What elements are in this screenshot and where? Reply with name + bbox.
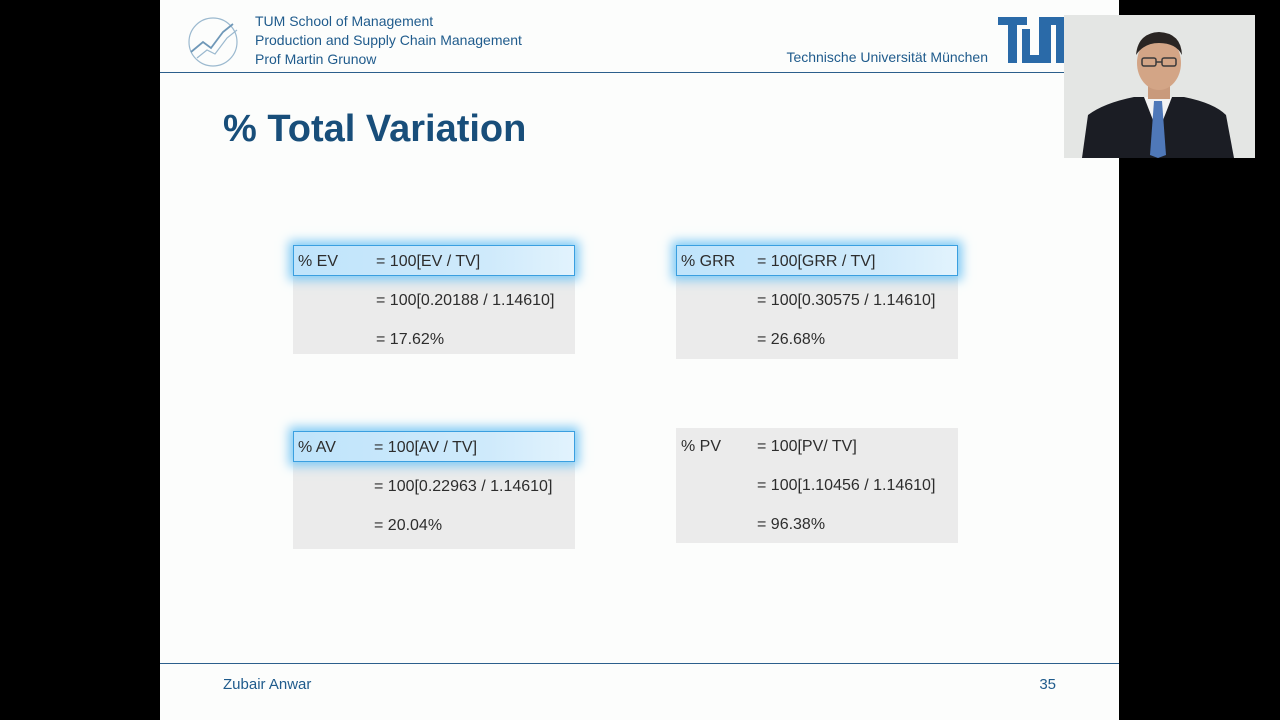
grr-highlight xyxy=(676,245,958,276)
presenter-name: Zubair Anwar xyxy=(223,676,312,693)
ev-panel: % EV = 100[EV / TV] = 100[0.20188 / 1.14… xyxy=(293,245,575,354)
tum-logo-icon xyxy=(998,17,1064,63)
lecture-slide: TUM School of Management Production and … xyxy=(160,0,1119,720)
av-substitution: = 100[0.22963 / 1.14610] xyxy=(374,478,553,495)
presenter-video-icon xyxy=(1064,15,1255,158)
av-result: = 20.04% xyxy=(374,517,443,534)
grr-panel: % GRR = 100[GRR / TV] = 100[0.30575 / 1.… xyxy=(676,245,958,359)
webcam-overlay xyxy=(1064,15,1255,158)
grr-label: % GRR xyxy=(681,253,736,270)
ev-label: % EV xyxy=(298,253,339,270)
school-logo-icon xyxy=(188,17,238,67)
pv-label: % PV xyxy=(681,438,722,455)
pv-formula: = 100[PV/ TV] xyxy=(757,438,857,455)
av-highlight xyxy=(293,431,575,462)
grr-formula: = 100[GRR / TV] xyxy=(757,253,876,270)
av-panel: % AV = 100[AV / TV] = 100[0.22963 / 1.14… xyxy=(293,431,575,549)
ev-highlight xyxy=(293,245,575,276)
pv-substitution: = 100[1.10456 / 1.14610] xyxy=(757,477,936,494)
grr-result: = 26.68% xyxy=(757,331,826,348)
university-name: Technische Universität München xyxy=(786,49,988,65)
ev-result: = 17.62% xyxy=(376,331,445,348)
grr-substitution: = 100[0.30575 / 1.14610] xyxy=(757,292,936,309)
header-divider xyxy=(160,72,1119,73)
school-name: TUM School of Management xyxy=(255,13,434,29)
institution-header: TUM School of Management Production and … xyxy=(255,12,522,69)
pv-result: = 96.38% xyxy=(757,516,826,533)
page-number: 35 xyxy=(1039,676,1056,693)
pv-panel: % PV = 100[PV/ TV] = 100[1.10456 / 1.146… xyxy=(676,428,958,543)
slide-title: % Total Variation xyxy=(223,108,527,150)
ev-substitution: = 100[0.20188 / 1.14610] xyxy=(376,292,555,309)
av-formula: = 100[AV / TV] xyxy=(374,439,478,456)
ev-formula: = 100[EV / TV] xyxy=(376,253,481,270)
av-label: % AV xyxy=(298,439,336,456)
footer-divider xyxy=(160,663,1119,664)
department-name: Production and Supply Chain Management xyxy=(255,32,522,48)
professor-name: Prof Martin Grunow xyxy=(255,51,377,67)
